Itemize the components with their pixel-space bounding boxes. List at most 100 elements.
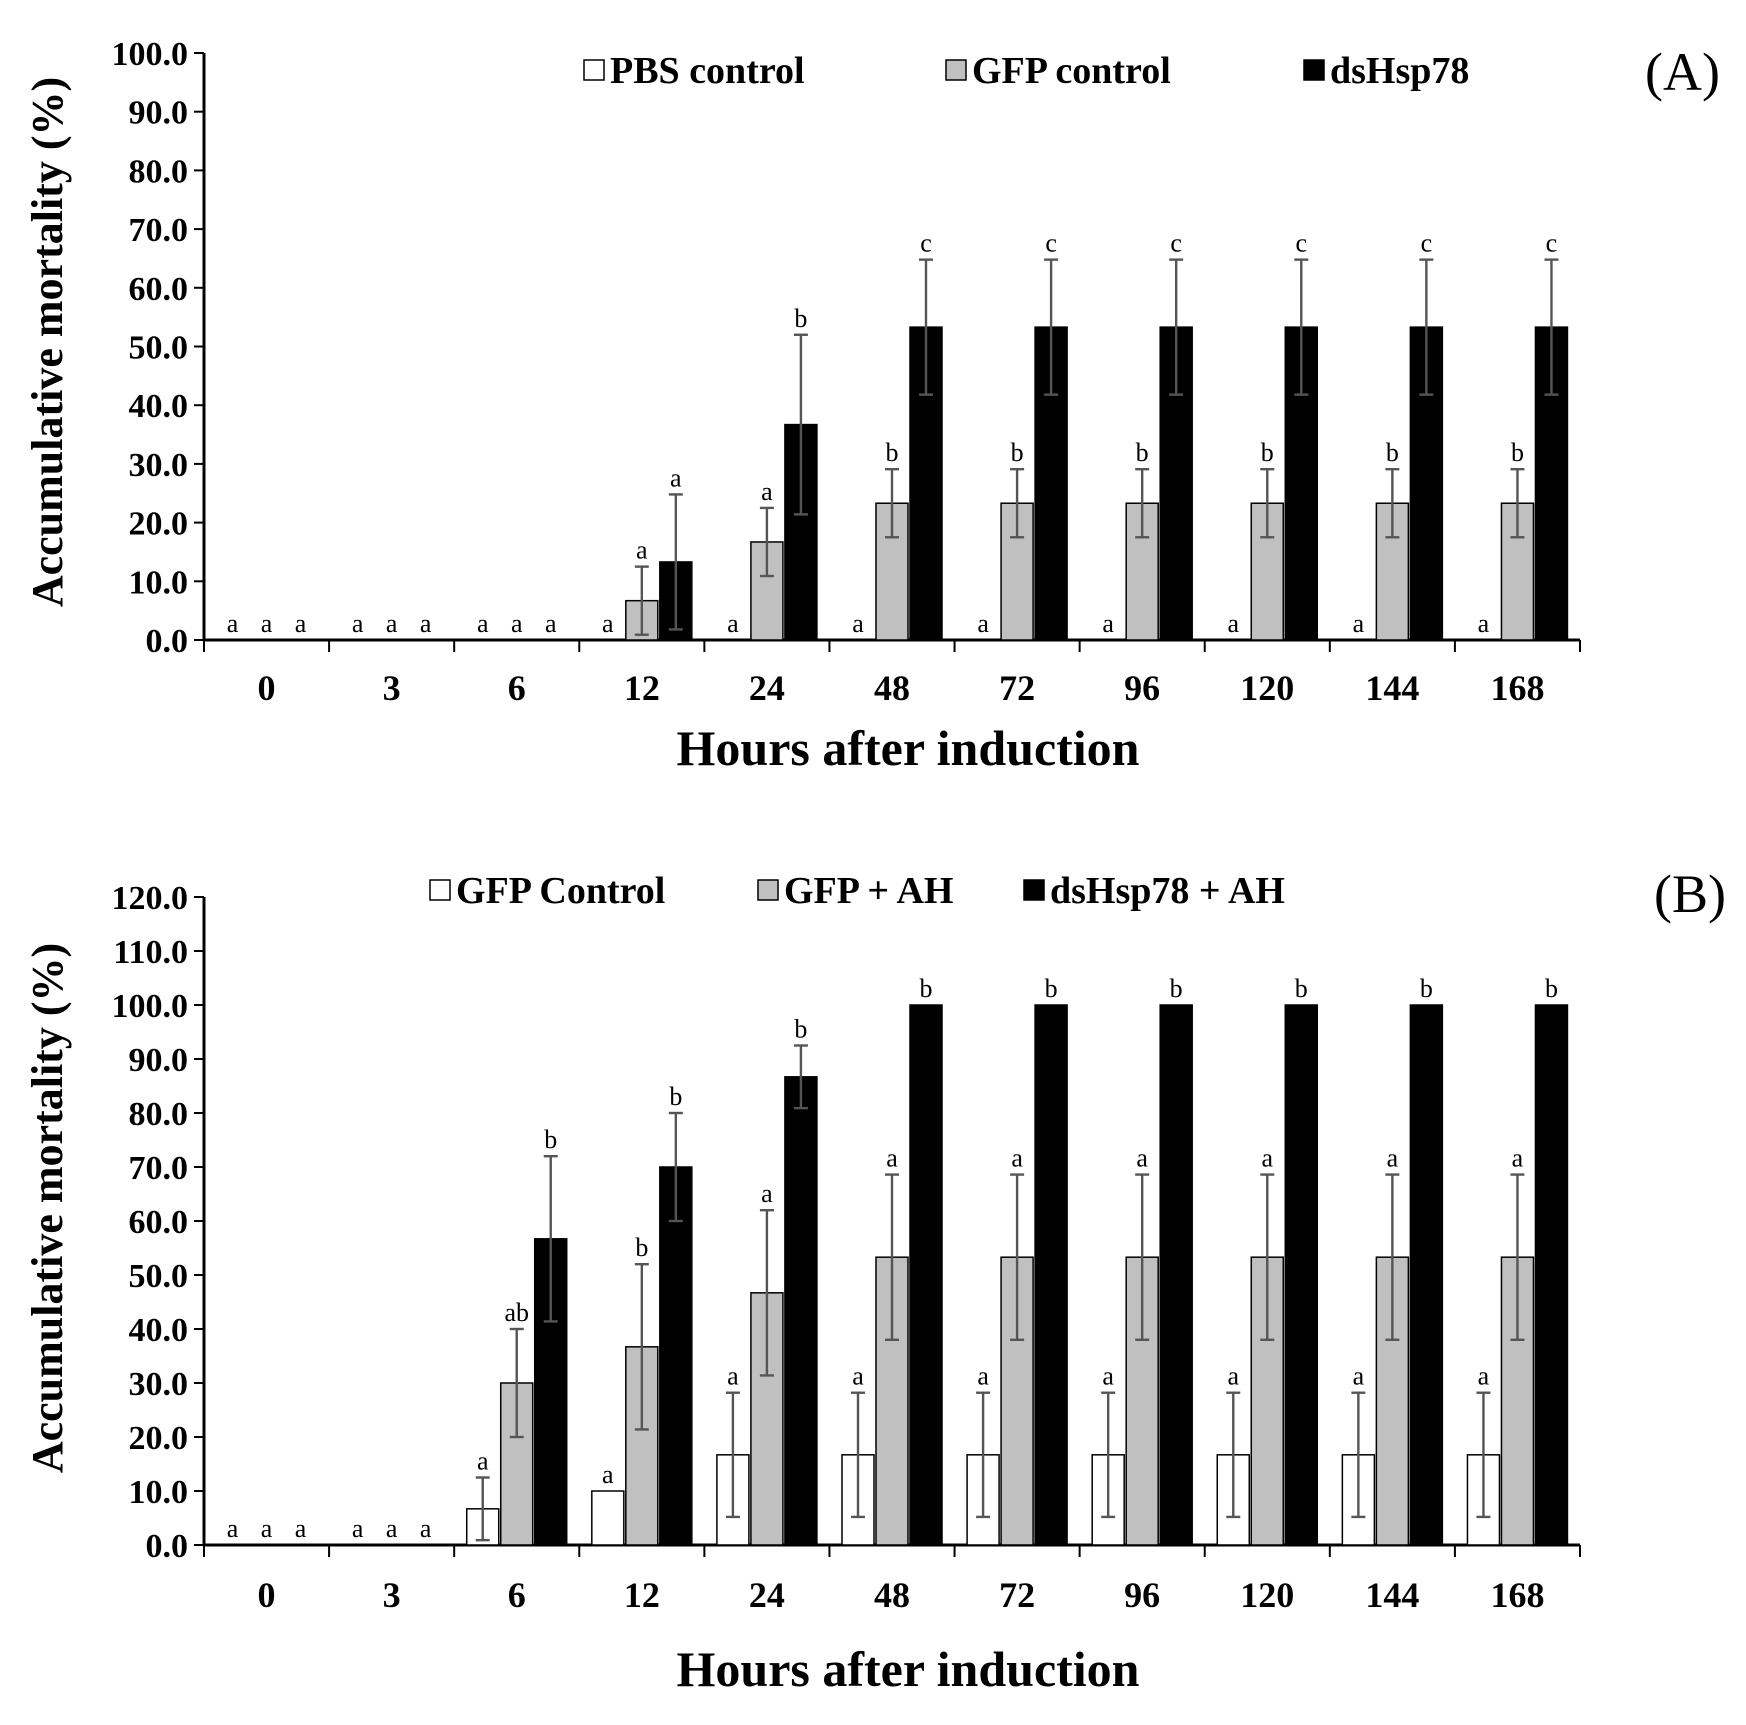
sig-label-dshsp78-ah-168h: b <box>1545 974 1558 1003</box>
sig-label-pbs-control-12h: a <box>602 609 614 638</box>
sig-label-pbs-control-120h: a <box>1227 609 1239 638</box>
panel-b-x-tick-label: 0 <box>258 1575 276 1615</box>
sig-label-gfp-control-3h: a <box>352 1514 364 1543</box>
panel-a-x-tick-label: 168 <box>1490 668 1544 708</box>
panel-b-x-tick-label: 6 <box>508 1575 526 1615</box>
bar-dshsp78-ah-72h <box>1034 1004 1068 1546</box>
sig-label-gfp-control-120h: b <box>1261 438 1274 467</box>
sig-label-gfp-ah-72h: a <box>1011 1144 1023 1173</box>
sig-label-gfp-control-0h: a <box>227 1514 239 1543</box>
sig-label-dshsp78-ah-120h: b <box>1295 974 1308 1003</box>
panel-a-x-tick-label: 3 <box>383 668 401 708</box>
sig-label-dshsp78-168h: c <box>1546 229 1558 258</box>
panel-a-x-tick-label: 12 <box>624 668 660 708</box>
sig-label-gfp-control-48h: b <box>886 438 899 467</box>
panel-b-x-tick-label: 48 <box>874 1575 910 1615</box>
sig-label-gfp-control-144h: a <box>1353 1362 1365 1391</box>
sig-label-dshsp78-12h: a <box>670 463 682 492</box>
panel-b-y-axis-label: Accumulative mortality (%) <box>23 943 72 1473</box>
sig-label-pbs-control-3h: a <box>352 609 364 638</box>
bar-dshsp78-ah-48h <box>909 1004 943 1546</box>
panel-b-x-tick-label: 144 <box>1365 1575 1419 1615</box>
legend-label-dshsp78: dsHsp78 <box>1330 50 1469 92</box>
panel-a-x-axis-label: Hours after induction <box>677 720 1140 776</box>
panel-a-x-tick-label: 0 <box>258 668 276 708</box>
panel-b-x-axis-label: Hours after induction <box>677 1641 1140 1697</box>
sig-label-pbs-control-48h: a <box>852 609 864 638</box>
sig-label-gfp-control-24h: a <box>761 477 773 506</box>
sig-label-gfp-ah-120h: a <box>1261 1144 1273 1173</box>
sig-label-pbs-control-96h: a <box>1102 609 1114 638</box>
sig-label-dshsp78-ah-72h: b <box>1045 974 1058 1003</box>
sig-label-dshsp78-ah-48h: b <box>920 974 933 1003</box>
panel-b-y-tick-label: 20.0 <box>129 1420 189 1457</box>
bar-gfp-ah-72h <box>1000 1256 1034 1546</box>
panel-b-y-tick-label: 100.0 <box>112 988 189 1025</box>
bar-dshsp78-ah-144h <box>1409 1004 1444 1546</box>
panel-a-x-tick-label: 96 <box>1124 668 1160 708</box>
panel-b-y-tick-label: 120.0 <box>112 880 189 917</box>
sig-label-dshsp78-0h: a <box>295 609 307 638</box>
bar-dshsp78-ah-120h <box>1284 1004 1319 1546</box>
sig-label-gfp-ah-144h: a <box>1387 1144 1399 1173</box>
panel-a-y-tick-label: 10.0 <box>129 564 189 601</box>
panel-b-y-tick-label: 50.0 <box>129 1258 189 1295</box>
sig-label-gfp-control-144h: b <box>1386 438 1399 467</box>
panel-a-x-tick-label: 144 <box>1365 668 1419 708</box>
sig-label-gfp-control-6h: a <box>477 1447 489 1476</box>
sig-label-dshsp78-3h: a <box>420 609 432 638</box>
panel-b-y-tick-label: 80.0 <box>129 1096 189 1133</box>
sig-label-dshsp78-48h: c <box>920 229 932 258</box>
legend-label-gfp-ah: GFP + AH <box>784 870 953 912</box>
sig-label-gfp-control-120h: a <box>1227 1362 1239 1391</box>
sig-label-pbs-control-144h: a <box>1353 609 1365 638</box>
sig-label-pbs-control-0h: a <box>227 609 239 638</box>
panel-a-y-tick-label: 30.0 <box>129 447 189 484</box>
legend-swatch-dshsp78-ah <box>1023 879 1045 901</box>
sig-label-gfp-control-0h: a <box>261 609 273 638</box>
sig-label-gfp-ah-3h: a <box>386 1514 398 1543</box>
sig-label-dshsp78-ah-96h: b <box>1170 974 1183 1003</box>
sig-label-pbs-control-24h: a <box>727 609 739 638</box>
panel-a-chart: (A) Accumulative mortality (%) Hours aft… <box>23 36 1720 776</box>
legend-label-dshsp78-ah: dsHsp78 + AH <box>1050 870 1285 912</box>
sig-label-pbs-control-6h: a <box>477 609 489 638</box>
panel-a-y-axis-label: Accumulative mortality (%) <box>23 77 72 607</box>
sig-label-gfp-ah-24h: a <box>761 1179 773 1208</box>
sig-label-gfp-control-3h: a <box>386 609 398 638</box>
panel-a-y-tick-label: 60.0 <box>129 271 189 308</box>
sig-label-dshsp78-ah-24h: b <box>794 1015 807 1044</box>
panel-b-x-tick-label: 3 <box>383 1575 401 1615</box>
panel-b-y-tick-label: 70.0 <box>129 1150 189 1187</box>
legend-swatch-gfp-control <box>429 879 451 901</box>
panel-b-y-tick-label: 90.0 <box>129 1042 189 1079</box>
panel-b-y-tick-label: 30.0 <box>129 1366 189 1403</box>
sig-label-gfp-ah-6h: ab <box>504 1298 529 1327</box>
panel-b-y-tick-label: 40.0 <box>129 1312 189 1349</box>
panel-a-y-tick-label: 70.0 <box>129 212 189 249</box>
sig-label-gfp-control-12h: a <box>602 1460 614 1489</box>
panel-a-y-tick-label: 20.0 <box>129 506 189 543</box>
panel-a-x-tick-label: 24 <box>749 668 785 708</box>
panel-b-x-tick-label: 96 <box>1124 1575 1160 1615</box>
panel-b-x-tick-label: 120 <box>1240 1575 1294 1615</box>
sig-label-dshsp78-24h: b <box>794 304 807 333</box>
sig-label-gfp-control-72h: b <box>1011 438 1024 467</box>
panel-a-y-tick-label: 40.0 <box>129 388 189 425</box>
sig-label-gfp-control-6h: a <box>511 609 523 638</box>
panel-a-label: (A) <box>1645 42 1720 102</box>
panel-a-x-tick-label: 72 <box>999 668 1035 708</box>
sig-label-dshsp78-ah-6h: b <box>544 1125 557 1154</box>
legend-swatch-dshsp78 <box>1303 59 1325 81</box>
panel-a-legend: PBS control GFP control dsHsp78 <box>583 50 1469 92</box>
panel-b-y-tick-label: 0.0 <box>146 1528 189 1565</box>
sig-label-gfp-control-12h: a <box>636 536 648 565</box>
panel-b-y-tick-label: 60.0 <box>129 1204 189 1241</box>
legend-swatch-pbs-control <box>583 59 605 81</box>
panel-a-y-tick-label: 50.0 <box>129 330 189 367</box>
sig-label-dshsp78-72h: c <box>1045 229 1057 258</box>
panel-a-y-tick-label: 100.0 <box>112 36 189 73</box>
sig-label-dshsp78-120h: c <box>1295 229 1307 258</box>
bar-dshsp78-ah-96h <box>1159 1004 1193 1546</box>
sig-label-dshsp78-ah-12h: b <box>669 1082 682 1111</box>
